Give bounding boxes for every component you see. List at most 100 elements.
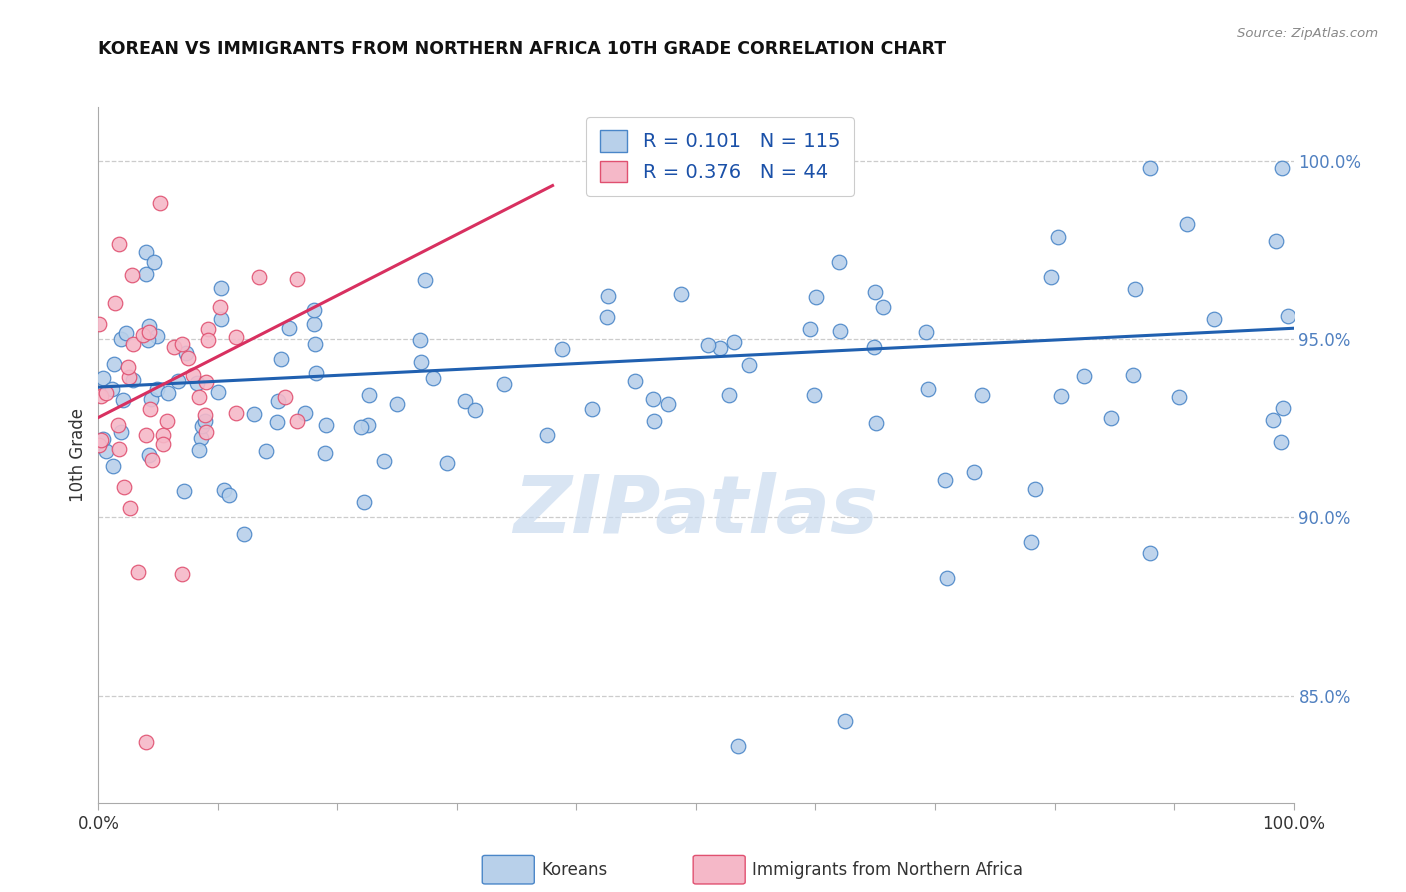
Point [1047, 229, 1070, 244]
Point [696, 338, 718, 352]
Point [718, 388, 741, 402]
Point [208, 300, 231, 314]
Point [353, 495, 375, 509]
Point [935, 571, 957, 585]
Point [90, 389, 112, 403]
Point [110, 333, 132, 347]
Point [141, 392, 163, 406]
Point [141, 453, 163, 467]
Point [110, 425, 132, 439]
Point [209, 281, 232, 295]
Point [191, 419, 214, 434]
Point [1099, 411, 1122, 425]
Point [536, 427, 558, 442]
Point [963, 465, 986, 479]
Point [872, 300, 894, 314]
Point [188, 390, 211, 404]
Point [186, 376, 208, 390]
Point [225, 406, 247, 420]
Point [207, 384, 229, 399]
Point [865, 416, 887, 430]
Point [1139, 161, 1161, 175]
Point [1168, 390, 1191, 404]
Point [270, 351, 292, 366]
Point [118, 500, 141, 515]
Point [254, 444, 277, 458]
Point [1270, 435, 1292, 450]
Point [1261, 413, 1284, 427]
Point [1024, 482, 1046, 496]
Point [803, 388, 825, 402]
Point [194, 414, 217, 428]
Point [118, 370, 141, 384]
Point [411, 355, 433, 369]
Point [156, 414, 179, 428]
Point [657, 397, 679, 411]
Point [187, 442, 209, 457]
Point [464, 403, 486, 417]
Point [121, 336, 143, 351]
Point [1271, 161, 1294, 175]
Point [172, 336, 194, 351]
Point [91, 371, 114, 385]
Text: Source: ZipAtlas.com: Source: ZipAtlas.com [1237, 27, 1378, 40]
Point [136, 333, 159, 347]
Point [970, 388, 993, 402]
Point [115, 326, 138, 341]
Point [190, 431, 212, 445]
Text: ZIPatlas: ZIPatlas [513, 472, 879, 549]
Point [233, 526, 256, 541]
Point [225, 329, 247, 343]
Point [94, 385, 117, 400]
Point [274, 390, 297, 404]
Point [149, 195, 172, 210]
Text: Koreans: Koreans [541, 861, 607, 879]
Point [197, 333, 219, 347]
Point [304, 337, 326, 351]
Point [108, 442, 131, 457]
Point [197, 322, 219, 336]
Point [146, 382, 169, 396]
Point [142, 255, 165, 269]
Point [799, 322, 821, 336]
Point [917, 382, 939, 396]
Point [285, 414, 308, 428]
Point [804, 290, 827, 304]
Point [103, 357, 125, 371]
Point [132, 328, 155, 343]
Point [177, 351, 200, 366]
Point [413, 273, 436, 287]
Point [112, 480, 135, 494]
Point [122, 373, 145, 387]
Point [302, 318, 325, 332]
Point [1049, 389, 1071, 403]
Point [409, 333, 432, 347]
Point [1019, 535, 1042, 549]
Point [101, 459, 124, 474]
Point [598, 289, 620, 303]
Point [138, 319, 160, 334]
Point [146, 329, 169, 343]
Point [581, 402, 603, 417]
Point [723, 334, 745, 349]
Point [243, 407, 266, 421]
Point [828, 324, 851, 338]
Point [212, 483, 235, 498]
Point [385, 397, 409, 411]
Point [285, 272, 308, 286]
Point [174, 346, 197, 360]
Point [1204, 312, 1226, 326]
Point [194, 375, 217, 389]
Point [492, 376, 515, 391]
Point [157, 386, 180, 401]
Point [218, 488, 240, 502]
Point [104, 296, 127, 310]
Point [1123, 282, 1146, 296]
Point [138, 326, 160, 340]
Point [863, 285, 886, 300]
Point [138, 448, 160, 462]
Point [915, 325, 938, 339]
Point [152, 436, 174, 450]
Point [138, 401, 160, 416]
Point [596, 310, 619, 324]
